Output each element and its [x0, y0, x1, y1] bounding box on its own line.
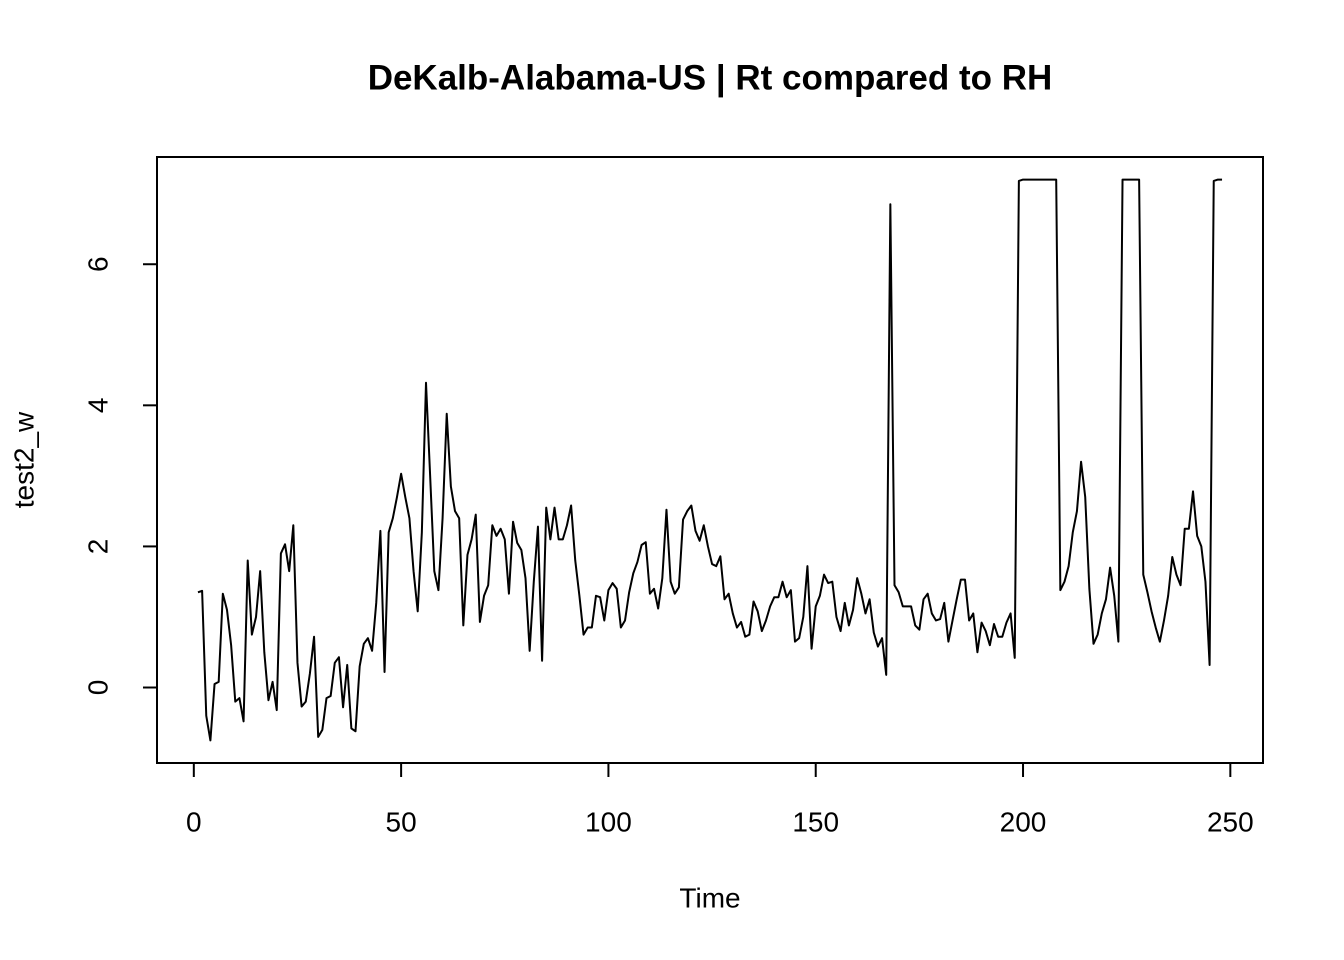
- y-tick-label: 6: [82, 256, 113, 272]
- y-tick-label: 4: [82, 398, 113, 414]
- chart-title: DeKalb-Alabama-US | Rt compared to RH: [368, 58, 1053, 97]
- x-tick-label: 50: [386, 806, 417, 837]
- plot-frame: [156, 156, 1264, 764]
- x-tick-label: 200: [1000, 806, 1047, 837]
- x-tick-label: 150: [792, 806, 839, 837]
- y-axis-label: test2_w: [8, 411, 39, 508]
- x-tick-label: 0: [186, 806, 202, 837]
- y-tick-label: 2: [82, 539, 113, 555]
- x-axis-label: Time: [679, 882, 740, 913]
- x-tick-label: 100: [585, 806, 632, 837]
- x-tick-label: 250: [1207, 806, 1254, 837]
- data-line: [197, 178, 1223, 742]
- y-tick-label: 0: [82, 680, 113, 696]
